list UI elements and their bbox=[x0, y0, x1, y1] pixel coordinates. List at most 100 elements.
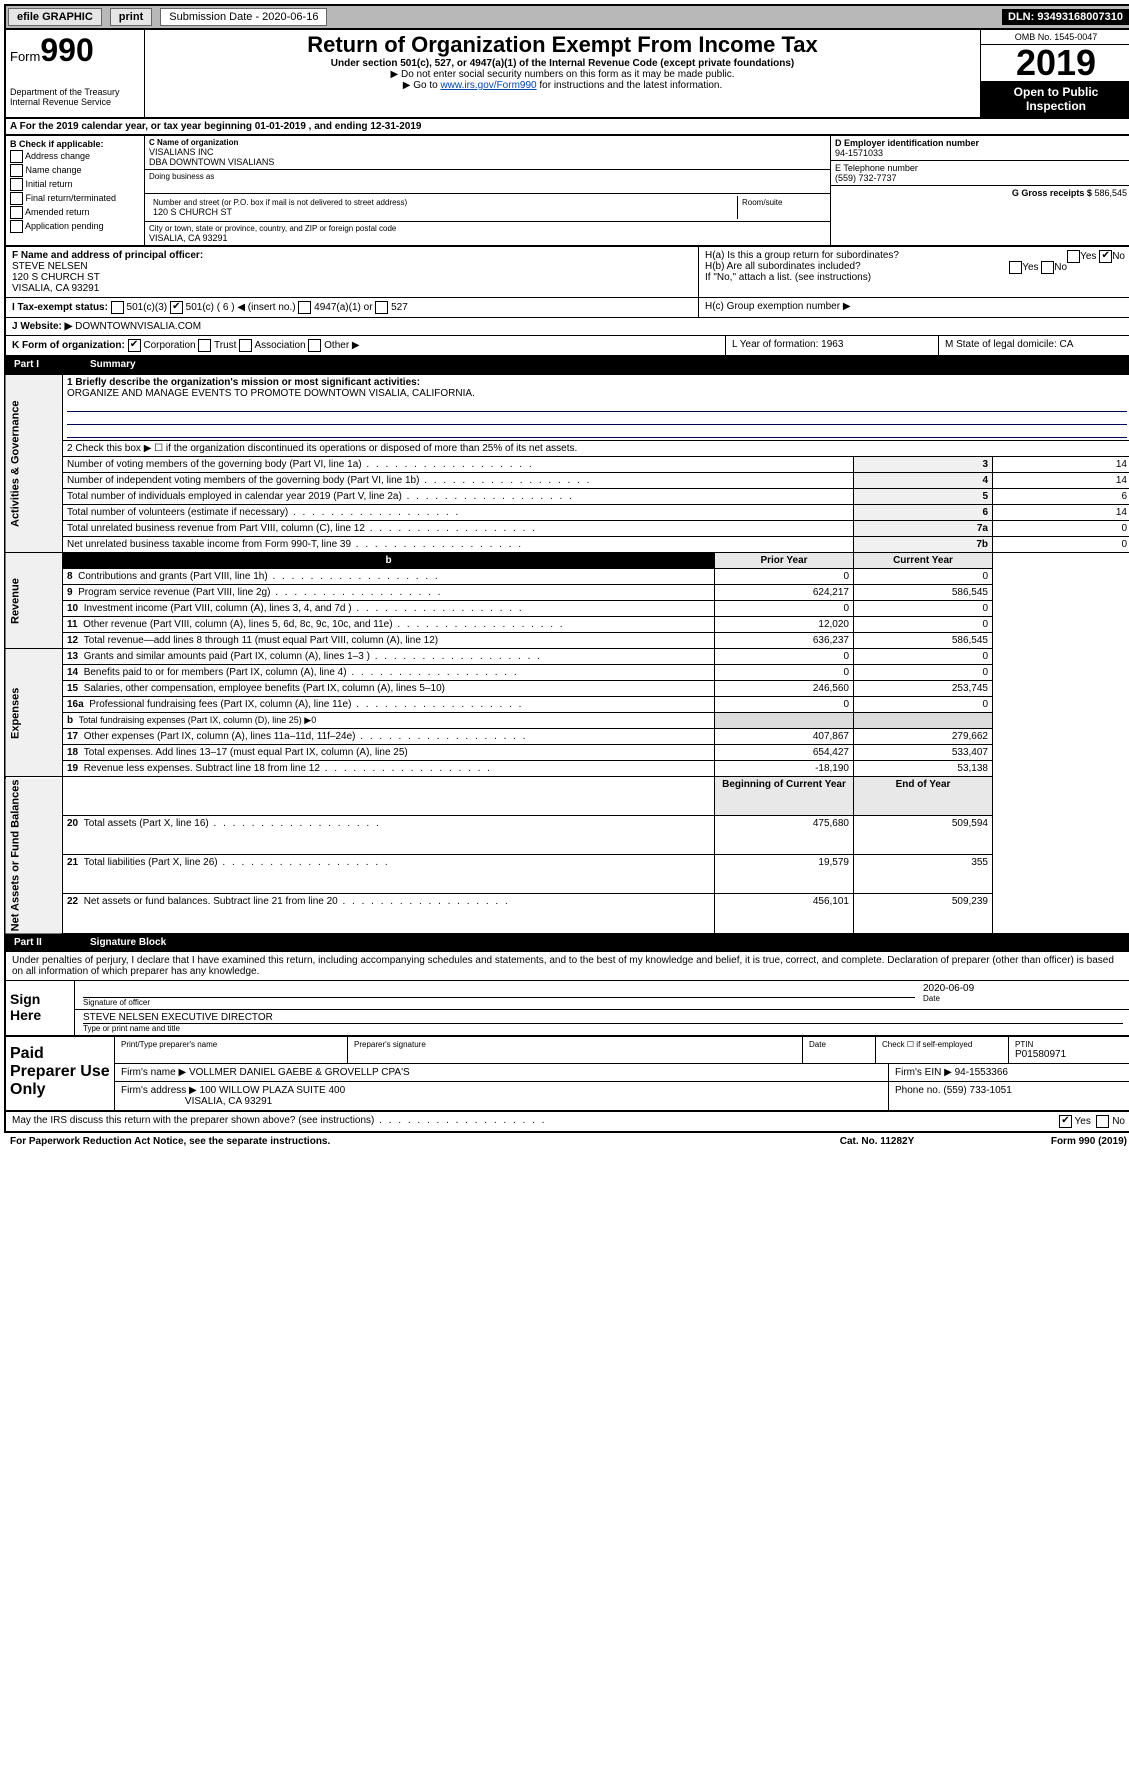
sign-here-label: Sign Here bbox=[6, 981, 75, 1035]
mission-text: ORGANIZE AND MANAGE EVENTS TO PROMOTE DO… bbox=[67, 388, 475, 399]
firm-addr2: VISALIA, CA 93291 bbox=[185, 1096, 272, 1107]
date-label: Date bbox=[923, 994, 1123, 1003]
firm-phone: (559) 733-1051 bbox=[943, 1085, 1011, 1096]
city-label: City or town, state or province, country… bbox=[149, 224, 826, 233]
cat-no: Cat. No. 11282Y bbox=[777, 1136, 977, 1147]
part-i-label: Part I bbox=[14, 359, 74, 370]
officer-name-title: STEVE NELSEN EXECUTIVE DIRECTOR bbox=[83, 1012, 1123, 1024]
header-sub2: ▶ Do not enter social security numbers o… bbox=[149, 69, 976, 80]
phone-value: (559) 732-7737 bbox=[835, 173, 1127, 183]
ein-label: D Employer identification number bbox=[835, 138, 1127, 148]
prep-name-label: Print/Type preparer's name bbox=[121, 1040, 341, 1049]
part-i-title: Summary bbox=[90, 359, 136, 370]
top-bar: efile GRAPHIC print Submission Date - 20… bbox=[4, 4, 1129, 30]
other: Other ▶ bbox=[324, 340, 359, 351]
org-name-2: DBA DOWNTOWN VISALIANS bbox=[149, 157, 826, 167]
open-public: Open to Public Inspection bbox=[981, 81, 1129, 117]
org-name-label: C Name of organization bbox=[149, 138, 826, 147]
firm-name-label: Firm's name ▶ bbox=[121, 1067, 186, 1078]
header-sub3: ▶ Go to www.irs.gov/Form990 for instruct… bbox=[149, 80, 976, 91]
side-revenue: Revenue bbox=[5, 553, 63, 649]
ein-value: 94-1571033 bbox=[835, 148, 1127, 158]
501c: 501(c) ( 6 ) ◀ (insert no.) bbox=[186, 302, 296, 313]
box-b-label: B Check if applicable: bbox=[10, 139, 140, 149]
paid-preparer-label: Paid Preparer Use Only bbox=[6, 1037, 115, 1110]
table-row: Total number of volunteers (estimate if … bbox=[5, 505, 1129, 521]
officer-name: STEVE NELSEN bbox=[12, 261, 88, 272]
form990-link[interactable]: www.irs.gov/Form990 bbox=[440, 80, 536, 91]
assoc: Association bbox=[254, 340, 305, 351]
table-row: 16a Professional fundraising fees (Part … bbox=[5, 697, 1129, 713]
perjury-text: Under penalties of perjury, I declare th… bbox=[6, 952, 1129, 980]
h-b-label: H(b) Are all subordinates included? bbox=[705, 261, 861, 272]
sub3-pre: ▶ Go to bbox=[403, 80, 441, 91]
dept-treasury: Department of the Treasury bbox=[10, 87, 140, 97]
chk-final[interactable]: Final return/terminated bbox=[10, 192, 140, 205]
ptin-value: P01580971 bbox=[1015, 1049, 1125, 1060]
table-row: 9 Program service revenue (Part VIII, li… bbox=[5, 585, 1129, 601]
end-year-hdr: End of Year bbox=[854, 777, 993, 816]
side-expenses: Expenses bbox=[5, 649, 63, 777]
chk-name[interactable]: Name change bbox=[10, 164, 140, 177]
table-row: 22 Net assets or fund balances. Subtract… bbox=[5, 894, 1129, 934]
table-row: Total number of individuals employed in … bbox=[5, 489, 1129, 505]
officer-label: F Name and address of principal officer: bbox=[12, 250, 203, 261]
print-button[interactable]: print bbox=[110, 8, 152, 26]
box-b: B Check if applicable: Address change Na… bbox=[6, 136, 145, 245]
discuss-no: No bbox=[1112, 1116, 1125, 1127]
h-c-label: H(c) Group exemption number ▶ bbox=[699, 298, 1129, 317]
website-value: DOWNTOWNVISALIA.COM bbox=[75, 321, 201, 332]
irs-label: Internal Revenue Service bbox=[10, 97, 140, 107]
chk-address[interactable]: Address change bbox=[10, 150, 140, 163]
form-title: Return of Organization Exempt From Incom… bbox=[149, 32, 976, 58]
chk-amended[interactable]: Amended return bbox=[10, 206, 140, 219]
phone-label: E Telephone number bbox=[835, 163, 1127, 173]
firm-addr-label: Firm's address ▶ bbox=[121, 1085, 197, 1096]
line2: 2 Check this box ▶ ☐ if the organization… bbox=[63, 441, 1129, 457]
state-domicile: M State of legal domicile: CA bbox=[938, 336, 1129, 355]
chk-initial[interactable]: Initial return bbox=[10, 178, 140, 191]
firm-ein-label: Firm's EIN ▶ bbox=[895, 1067, 952, 1078]
dba-label: Doing business as bbox=[149, 172, 826, 181]
submission-date: Submission Date - 2020-06-16 bbox=[160, 8, 327, 26]
discuss-yes: Yes bbox=[1075, 1116, 1091, 1127]
tax-year: 2019 bbox=[981, 45, 1129, 81]
curr-year-hdr: Current Year bbox=[854, 553, 993, 569]
form-id-footer: Form 990 (2019) bbox=[977, 1136, 1127, 1147]
form-number: Form990 bbox=[10, 32, 140, 69]
table-row: 18 Total expenses. Add lines 13–17 (must… bbox=[5, 745, 1129, 761]
box-de: D Employer identification number 94-1571… bbox=[830, 136, 1129, 245]
part-ii-header: Part II Signature Block bbox=[4, 935, 1129, 952]
501c3: 501(c)(3) bbox=[127, 302, 168, 313]
city-state-zip: VISALIA, CA 93291 bbox=[149, 233, 826, 243]
sig-date: 2020-06-09 bbox=[923, 983, 1123, 994]
website-label: J Website: ▶ bbox=[12, 321, 72, 332]
form-header: Form990 Department of the Treasury Inter… bbox=[4, 30, 1129, 119]
prep-date-label: Date bbox=[809, 1040, 869, 1049]
prep-sig-label: Preparer's signature bbox=[354, 1040, 796, 1049]
table-row: Net unrelated business taxable income fr… bbox=[5, 537, 1129, 553]
chk-pending[interactable]: Application pending bbox=[10, 220, 140, 233]
org-name-1: VISALIANS INC bbox=[149, 147, 826, 157]
table-row: 12 Total revenue—add lines 8 through 11 … bbox=[5, 633, 1129, 649]
table-row: Total unrelated business revenue from Pa… bbox=[5, 521, 1129, 537]
table-row: Number of independent voting members of … bbox=[5, 473, 1129, 489]
part-ii-title: Signature Block bbox=[90, 937, 166, 948]
line1-label: 1 Briefly describe the organization's mi… bbox=[67, 377, 420, 388]
discuss-row: May the IRS discuss this return with the… bbox=[4, 1112, 1129, 1133]
self-employed-check[interactable]: Check ☐ if self-employed bbox=[876, 1037, 1009, 1063]
corp: Corporation bbox=[143, 340, 195, 351]
dln-label: DLN: 93493168007310 bbox=[1002, 9, 1129, 25]
firm-ein: 94-1553366 bbox=[955, 1067, 1008, 1078]
officer-addr2: VISALIA, CA 93291 bbox=[12, 283, 99, 294]
form-org-label: K Form of organization: bbox=[12, 340, 125, 351]
table-row: 11 Other revenue (Part VIII, column (A),… bbox=[5, 617, 1129, 633]
tax-exempt-label: I Tax-exempt status: bbox=[12, 302, 108, 313]
table-row: 15 Salaries, other compensation, employe… bbox=[5, 681, 1129, 697]
527: 527 bbox=[391, 302, 408, 313]
type-print-label: Type or print name and title bbox=[83, 1024, 1123, 1033]
pra-notice: For Paperwork Reduction Act Notice, see … bbox=[10, 1136, 777, 1147]
sub3-post: for instructions and the latest informat… bbox=[539, 80, 722, 91]
officer-addr1: 120 S CHURCH ST bbox=[12, 272, 100, 283]
room-label: Room/suite bbox=[742, 198, 822, 207]
